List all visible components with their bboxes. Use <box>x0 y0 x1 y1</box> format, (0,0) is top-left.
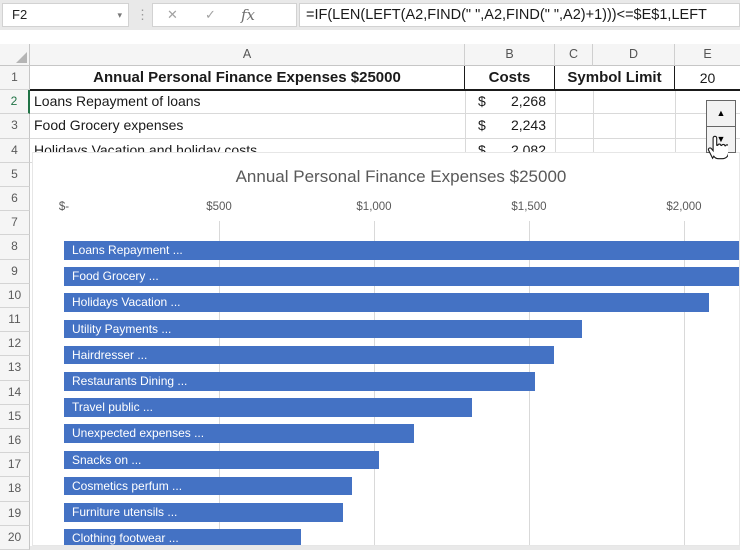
chart-bar-1[interactable]: Loans Repayment ... <box>64 241 739 260</box>
chart-gridline <box>684 221 685 545</box>
bar-data-label: Snacks on ... <box>72 452 142 467</box>
bar-data-label: Food Grocery ... <box>72 269 159 284</box>
x-axis-tick-label[interactable]: $500 <box>206 201 232 213</box>
formula-buttons-group: ✕ ✓ fx <box>152 3 297 27</box>
spin-up-button[interactable]: ▲ <box>706 100 736 127</box>
chart-bar-10[interactable]: Cosmetics perfum ... <box>64 476 353 496</box>
spin-up-arrow-icon: ▲ <box>716 108 726 118</box>
cell-B3[interactable]: $2,243 <box>465 114 555 138</box>
cell-B2[interactable]: $2,268 <box>465 90 555 114</box>
formula-input[interactable]: =IF(LEN(LEFT(A2,FIND(" ",A2,FIND(" ",A2)… <box>299 3 740 27</box>
spin-button-control: ▲ ▼ <box>706 100 736 153</box>
chart-bar-7[interactable]: Travel public ... <box>64 398 472 417</box>
chart-bar-9[interactable]: Snacks on ... <box>64 450 379 470</box>
sheet-row-3: Food Grocery expenses $2,243 <box>30 114 740 139</box>
chart-bar-5[interactable]: Hairdresser ... <box>64 345 554 365</box>
chart-bar-12[interactable]: Clothing footwear ... <box>64 529 302 546</box>
bar-data-label: Holidays Vacation ... <box>72 295 181 310</box>
row-header-20[interactable]: 20 <box>0 525 30 550</box>
row-header-17[interactable]: 17 <box>0 453 30 478</box>
bar-data-label: Loans Repayment ... <box>72 243 183 257</box>
enter-icon[interactable]: ✓ <box>205 7 216 22</box>
formula-bar: F2 ▾ ⋮ ✕ ✓ fx =IF(LEN(LEFT(A2,FIND(" ",A… <box>0 0 740 30</box>
bar-data-label: Cosmetics perfum ... <box>72 478 183 493</box>
currency-symbol: $ <box>478 93 486 110</box>
bar-data-label: Furniture utensils ... <box>72 505 178 519</box>
name-box-value: F2 <box>12 7 28 22</box>
row-header-3[interactable]: 3 <box>0 114 30 139</box>
cell-C3[interactable] <box>555 114 593 138</box>
row-header-18[interactable]: 18 <box>0 477 30 502</box>
sheet-gridline-v <box>465 90 466 153</box>
mouse-cursor-hand-icon <box>704 133 730 166</box>
cell-B1[interactable]: Costs <box>465 66 555 91</box>
column-header-A[interactable]: A <box>30 44 465 66</box>
chart-bar-6[interactable]: Restaurants Dining ... <box>64 372 536 391</box>
cell-A1[interactable]: Annual Personal Finance Expenses $25000 <box>30 66 465 91</box>
row-header-15[interactable]: 15 <box>0 404 30 429</box>
bar-data-label: Clothing footwear ... <box>72 531 179 546</box>
chart-bar-8[interactable]: Unexpected expenses ... <box>64 424 415 443</box>
name-box[interactable]: F2 ▾ <box>2 3 129 27</box>
row-header-16[interactable]: 16 <box>0 429 30 454</box>
chart-bar-11[interactable]: Furniture utensils ... <box>64 503 343 522</box>
sheet-gridline-v <box>593 90 594 153</box>
cell-A2[interactable]: Loans Repayment of loans <box>34 93 201 110</box>
x-axis-tick-label[interactable]: $1,500 <box>511 201 547 213</box>
insert-function-icon[interactable]: fx <box>241 6 256 24</box>
formula-bar-drag-handle-icon[interactable]: ⋮ <box>136 7 149 22</box>
select-all-triangle-icon <box>16 52 27 63</box>
cell-A3[interactable]: Food Grocery expenses <box>34 117 184 134</box>
name-box-caret-icon[interactable]: ▾ <box>117 10 122 20</box>
row-header-4[interactable]: 4 <box>0 138 30 163</box>
cost-value: 2,268 <box>510 93 546 110</box>
cell-D3[interactable] <box>593 114 675 138</box>
sheet-gridline-v <box>675 90 676 153</box>
chart-bar-2[interactable]: Food Grocery ... <box>64 267 739 286</box>
row-header-10[interactable]: 10 <box>0 283 30 308</box>
row-header-7[interactable]: 7 <box>0 211 30 236</box>
x-axis-tick-label[interactable]: $2,000 <box>666 201 702 213</box>
chart-title[interactable]: Annual Personal Finance Expenses $25000 <box>235 167 567 186</box>
currency-symbol: $ <box>478 117 486 134</box>
cell-E1[interactable]: 20 <box>699 70 716 86</box>
select-all-corner[interactable] <box>0 44 30 66</box>
cell-D2[interactable] <box>593 90 675 114</box>
cancel-icon[interactable]: ✕ <box>167 7 178 22</box>
spin-down-arrow-icon: ▼ <box>716 134 726 144</box>
sheet-row-2: Loans Repayment of loans $2,268 <box>30 90 740 115</box>
row-header-5[interactable]: 5 <box>0 162 30 187</box>
row-header-19[interactable]: 19 <box>0 501 30 526</box>
table-header-border <box>30 89 740 92</box>
bar-data-label: Unexpected expenses ... <box>72 426 205 441</box>
column-header-D[interactable]: D <box>593 44 675 66</box>
row-header-13[interactable]: 13 <box>0 356 30 381</box>
row-header-6[interactable]: 6 <box>0 187 30 212</box>
row-header-14[interactable]: 14 <box>0 380 30 405</box>
bar-data-label: Travel public ... <box>72 400 153 415</box>
row-header-1[interactable]: 1 <box>0 66 30 91</box>
sheet-gridline-v <box>555 90 556 153</box>
column-header-C[interactable]: C <box>555 44 593 66</box>
bar-data-label: Utility Payments ... <box>72 321 172 336</box>
bar-data-label: Hairdresser ... <box>72 347 148 362</box>
chart-bar-4[interactable]: Utility Payments ... <box>64 319 582 339</box>
row-header-12[interactable]: 12 <box>0 332 30 357</box>
currency-symbol: $ <box>478 141 486 158</box>
cell-C2[interactable] <box>555 90 593 114</box>
row-header-11[interactable]: 11 <box>0 308 30 333</box>
row-header-2[interactable]: 2 <box>0 90 30 115</box>
row-header-8[interactable]: 8 <box>0 235 30 260</box>
cell-C1-D1-merged[interactable]: Symbol Limit <box>555 66 675 91</box>
row-header-9[interactable]: 9 <box>0 259 30 284</box>
column-header-B[interactable]: B <box>465 44 555 66</box>
cost-value: 2,243 <box>510 117 546 134</box>
x-axis-tick-label[interactable]: $- <box>58 201 70 213</box>
bar-data-label: Restaurants Dining ... <box>72 374 188 388</box>
formula-text: =IF(LEN(LEFT(A2,FIND(" ",A2,FIND(" ",A2)… <box>306 7 707 23</box>
chart-bar-3[interactable]: Holidays Vacation ... <box>64 293 710 312</box>
column-header-E[interactable]: E <box>675 44 740 66</box>
x-axis-tick-label[interactable]: $1,000 <box>356 201 392 213</box>
bar-chart[interactable]: Annual Personal Finance Expenses $25000 … <box>32 152 740 546</box>
